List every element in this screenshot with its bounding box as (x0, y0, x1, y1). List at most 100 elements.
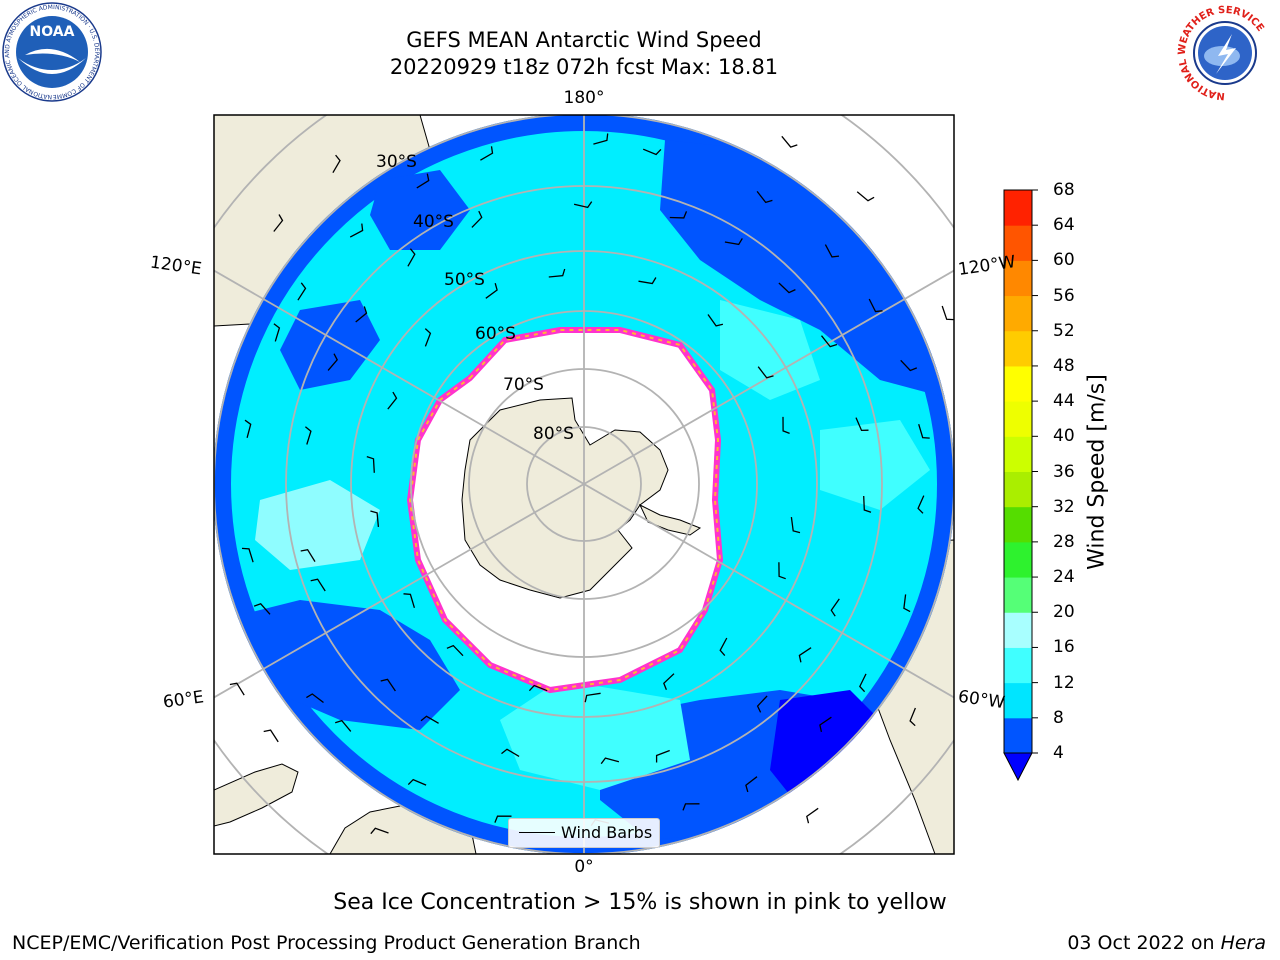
colorbar-tick-label: 56 (1053, 285, 1075, 306)
lat-label-70s: 70°S (503, 375, 544, 395)
wind-barb (349, 223, 364, 238)
wind-barb (941, 305, 954, 321)
wind-barb (494, 815, 512, 823)
colorbar-title: Wind Speed [m/s] (1084, 374, 1110, 570)
colorbar-swatch (1004, 541, 1032, 578)
chart-title: GEFS MEAN Antarctic Wind Speed (406, 28, 762, 52)
wind-barb (824, 244, 840, 258)
wind-barb (900, 359, 918, 372)
wind-barb (790, 517, 801, 534)
wind-barb (682, 803, 700, 811)
footer-credit: NCEP/EMC/Verification Post Processing Pr… (12, 932, 641, 954)
wind-barb (638, 277, 657, 285)
wind-barb (820, 335, 838, 348)
wind-band-light-4 (820, 420, 930, 510)
colorbar-swatch (1004, 225, 1032, 261)
wind-barb (263, 729, 279, 743)
colorbar-tick-label: 36 (1053, 461, 1075, 482)
lon-label-0: 0° (574, 857, 594, 877)
lat-label-40s: 40°S (413, 212, 454, 232)
colorbar-tick-label: 8 (1053, 707, 1064, 728)
colorbar-under-arrow (1003, 752, 1033, 782)
wind-barb (244, 419, 252, 438)
wind-barb (781, 135, 798, 148)
wind-barb (642, 148, 662, 156)
wind-barb (859, 673, 867, 693)
colorbar-tick-label: 16 (1053, 637, 1075, 658)
wind-barb (420, 715, 439, 724)
colorbar-tick-label: 12 (1053, 672, 1075, 693)
wind-barb (387, 391, 398, 410)
wind-barb (584, 692, 601, 703)
map-frame (213, 114, 955, 855)
wind-barb (501, 748, 520, 757)
wind-barb (778, 562, 786, 580)
colorbar-tick-label: 4 (1053, 743, 1064, 763)
wind-barb (370, 827, 389, 835)
wind-barb (798, 647, 812, 663)
wind-band-strong-6 (370, 170, 470, 250)
colorbar-swatch (1004, 190, 1032, 226)
wind-barb (304, 426, 312, 445)
wind-barb (229, 682, 245, 696)
wind-barb (327, 353, 338, 371)
wind-barb (756, 190, 773, 204)
wind-barb-legend: Wind Barbs (508, 818, 660, 848)
wind-barb (782, 416, 790, 435)
wind-barbs (229, 133, 954, 835)
colorbar-swatch (1004, 365, 1032, 402)
wind-barb (600, 757, 620, 765)
wind-barb (830, 598, 840, 617)
wind-barb (446, 644, 464, 657)
wind-barb (366, 455, 375, 473)
wind-barb (756, 695, 768, 713)
lat-label-60s: 60°S (475, 324, 516, 344)
wind-barb (863, 495, 872, 513)
wind-barb-legend-line (519, 832, 555, 833)
sea-ice-edge-yellow (408, 329, 722, 692)
colorbar-tick-label: 64 (1053, 215, 1075, 236)
colorbar-tick-label: 32 (1053, 496, 1075, 517)
colorbar-swatch (1004, 295, 1032, 332)
colorbar-swatch (1004, 612, 1032, 648)
wind-barb (663, 673, 675, 691)
lat-label-30s: 30°S (376, 152, 417, 172)
colorbar-tick-label: 40 (1053, 426, 1075, 447)
wind-barb (778, 282, 796, 294)
colorbar-swatch (1004, 471, 1032, 508)
wind-barb (757, 366, 774, 379)
footer-machine: Hera (1220, 932, 1266, 954)
wind-barb (707, 314, 724, 327)
colorbar-swatch (1004, 577, 1032, 613)
wind-barb (669, 211, 688, 219)
wind-band-strong-2 (220, 600, 460, 730)
wind-barb (380, 678, 396, 692)
wind-band-light-3 (720, 300, 820, 400)
land-madagascar (214, 763, 299, 827)
nws-logo: NATIONAL WEATHER SERVICE (1177, 5, 1272, 101)
wind-barb (241, 547, 254, 563)
wind-barb (745, 776, 758, 793)
footer-date: 03 Oct 2022 on Hera (1067, 932, 1266, 954)
colorbar-swatch (1004, 682, 1032, 719)
wind-barb (273, 323, 281, 342)
colorbar-tick-label: 20 (1053, 602, 1075, 623)
wind-barb (806, 807, 819, 824)
wind-barb (655, 749, 670, 763)
wind-barb (856, 191, 875, 202)
lat-label-80s: 80°S (533, 424, 574, 444)
colorbar-tick-label: 28 (1053, 531, 1075, 552)
wind-barb (819, 716, 832, 733)
wind-barb (528, 684, 548, 692)
colorbar-tick-label: 44 (1053, 391, 1075, 412)
land-antarctica (461, 397, 669, 599)
footer-date-text: 03 Oct 2022 on (1067, 932, 1221, 954)
colorbar-swatch (1004, 260, 1032, 297)
wind-barb (370, 510, 380, 527)
colorbar-tick-label: 60 (1053, 250, 1075, 271)
colorbar-tick-label: 24 (1053, 567, 1075, 588)
colorbar-swatch (1004, 647, 1032, 684)
wind-barb (909, 707, 917, 727)
wind-barb (548, 268, 566, 278)
